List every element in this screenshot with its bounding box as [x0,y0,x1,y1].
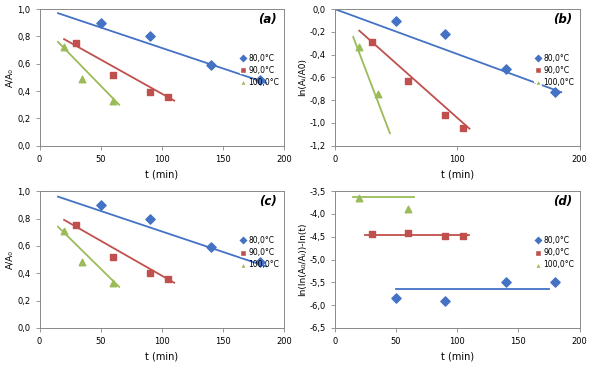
90,0°C [440,112,449,118]
100,0°C [355,44,364,50]
X-axis label: t (min): t (min) [441,352,474,361]
80,0°C [550,279,560,285]
80,0°C [502,279,511,285]
90,0°C [145,270,155,276]
Legend: 80,0°C, 90,0°C, 100,0°C: 80,0°C, 90,0°C, 100,0°C [238,52,280,89]
90,0°C [367,232,377,237]
80,0°C [96,20,106,26]
90,0°C [109,72,118,77]
100,0°C [373,91,382,97]
90,0°C [72,40,81,46]
Text: (c): (c) [259,195,277,208]
80,0°C [502,66,511,72]
80,0°C [550,89,560,95]
100,0°C [109,280,118,286]
90,0°C [440,233,449,239]
Text: (b): (b) [553,13,572,26]
100,0°C [59,44,69,50]
100,0°C [403,207,413,212]
80,0°C [255,77,264,83]
90,0°C [163,276,173,281]
100,0°C [109,98,118,103]
Legend: 80,0°C, 90,0°C, 100,0°C: 80,0°C, 90,0°C, 100,0°C [534,52,576,89]
Y-axis label: A/A₀: A/A₀ [5,68,15,87]
80,0°C [440,31,449,37]
80,0°C [96,202,106,208]
80,0°C [145,215,155,221]
80,0°C [440,298,449,304]
80,0°C [145,33,155,39]
Text: (d): (d) [553,195,572,208]
Y-axis label: ln(Aᵢ/A0): ln(Aᵢ/A0) [298,58,307,97]
90,0°C [458,233,468,239]
90,0°C [403,78,413,84]
90,0°C [145,90,155,95]
X-axis label: t (min): t (min) [441,169,474,179]
Y-axis label: A/A₀: A/A₀ [5,250,15,269]
80,0°C [255,259,264,265]
X-axis label: t (min): t (min) [145,169,178,179]
90,0°C [458,124,468,130]
Text: (a): (a) [259,13,277,26]
100,0°C [355,195,364,201]
Legend: 80,0°C, 90,0°C, 100,0°C: 80,0°C, 90,0°C, 100,0°C [534,235,576,271]
80,0°C [391,295,401,301]
90,0°C [72,222,81,228]
Legend: 80,0°C, 90,0°C, 100,0°C: 80,0°C, 90,0°C, 100,0°C [238,235,280,271]
100,0°C [59,228,69,234]
100,0°C [78,76,87,82]
90,0°C [163,94,173,99]
80,0°C [206,244,216,250]
80,0°C [206,62,216,68]
X-axis label: t (min): t (min) [145,352,178,361]
90,0°C [109,254,118,260]
100,0°C [78,259,87,265]
90,0°C [367,39,377,45]
Y-axis label: ln(ln(A₀/Aᵢ))-ln(t): ln(ln(A₀/Aᵢ))-ln(t) [298,223,307,296]
80,0°C [391,18,401,24]
90,0°C [403,230,413,236]
